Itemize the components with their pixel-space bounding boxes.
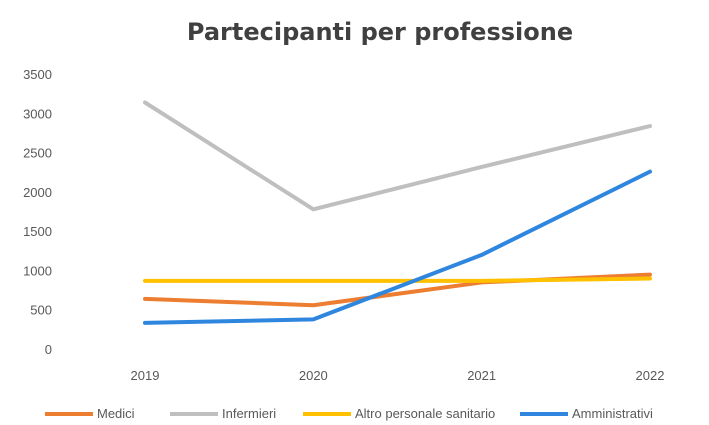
legend-label: Amministrativi	[572, 406, 653, 421]
y-tick-label: 2000	[23, 185, 52, 200]
x-tick-label: 2020	[299, 368, 328, 383]
x-tick-label: 2019	[131, 368, 160, 383]
series-line-amministrativi	[143, 169, 652, 325]
y-tick-label: 500	[30, 303, 52, 318]
series-line-infermieri	[143, 100, 652, 212]
x-tick-label: 2021	[467, 368, 496, 383]
y-axis: 0 500 1000 1500 2000 2500 3000 3500	[23, 67, 52, 357]
y-tick-label: 2500	[23, 146, 52, 161]
x-axis: 2019 2020 2021 2022	[131, 368, 665, 383]
legend: Medici Infermieri Altro personale sanitari…	[45, 406, 653, 421]
y-tick-label: 1000	[23, 263, 52, 278]
chart-title: Partecipanti per professione	[187, 18, 573, 46]
legend-label: Medici	[97, 406, 135, 421]
x-tick-label: 2022	[636, 368, 665, 383]
y-tick-label: 3500	[23, 67, 52, 82]
legend-label: Altro personale sanitario	[355, 406, 495, 421]
y-tick-label: 0	[45, 342, 52, 357]
legend-item: Amministrativi	[520, 406, 653, 421]
legend-item: Medici	[45, 406, 135, 421]
legend-item: Altro personale sanitario	[303, 406, 495, 421]
y-tick-label: 1500	[23, 224, 52, 239]
series-layer	[143, 100, 652, 325]
legend-label: Infermieri	[222, 406, 276, 421]
y-tick-label: 3000	[23, 106, 52, 121]
legend-item: Infermieri	[170, 406, 276, 421]
series-line-altro-personale-sanitario	[143, 276, 652, 283]
